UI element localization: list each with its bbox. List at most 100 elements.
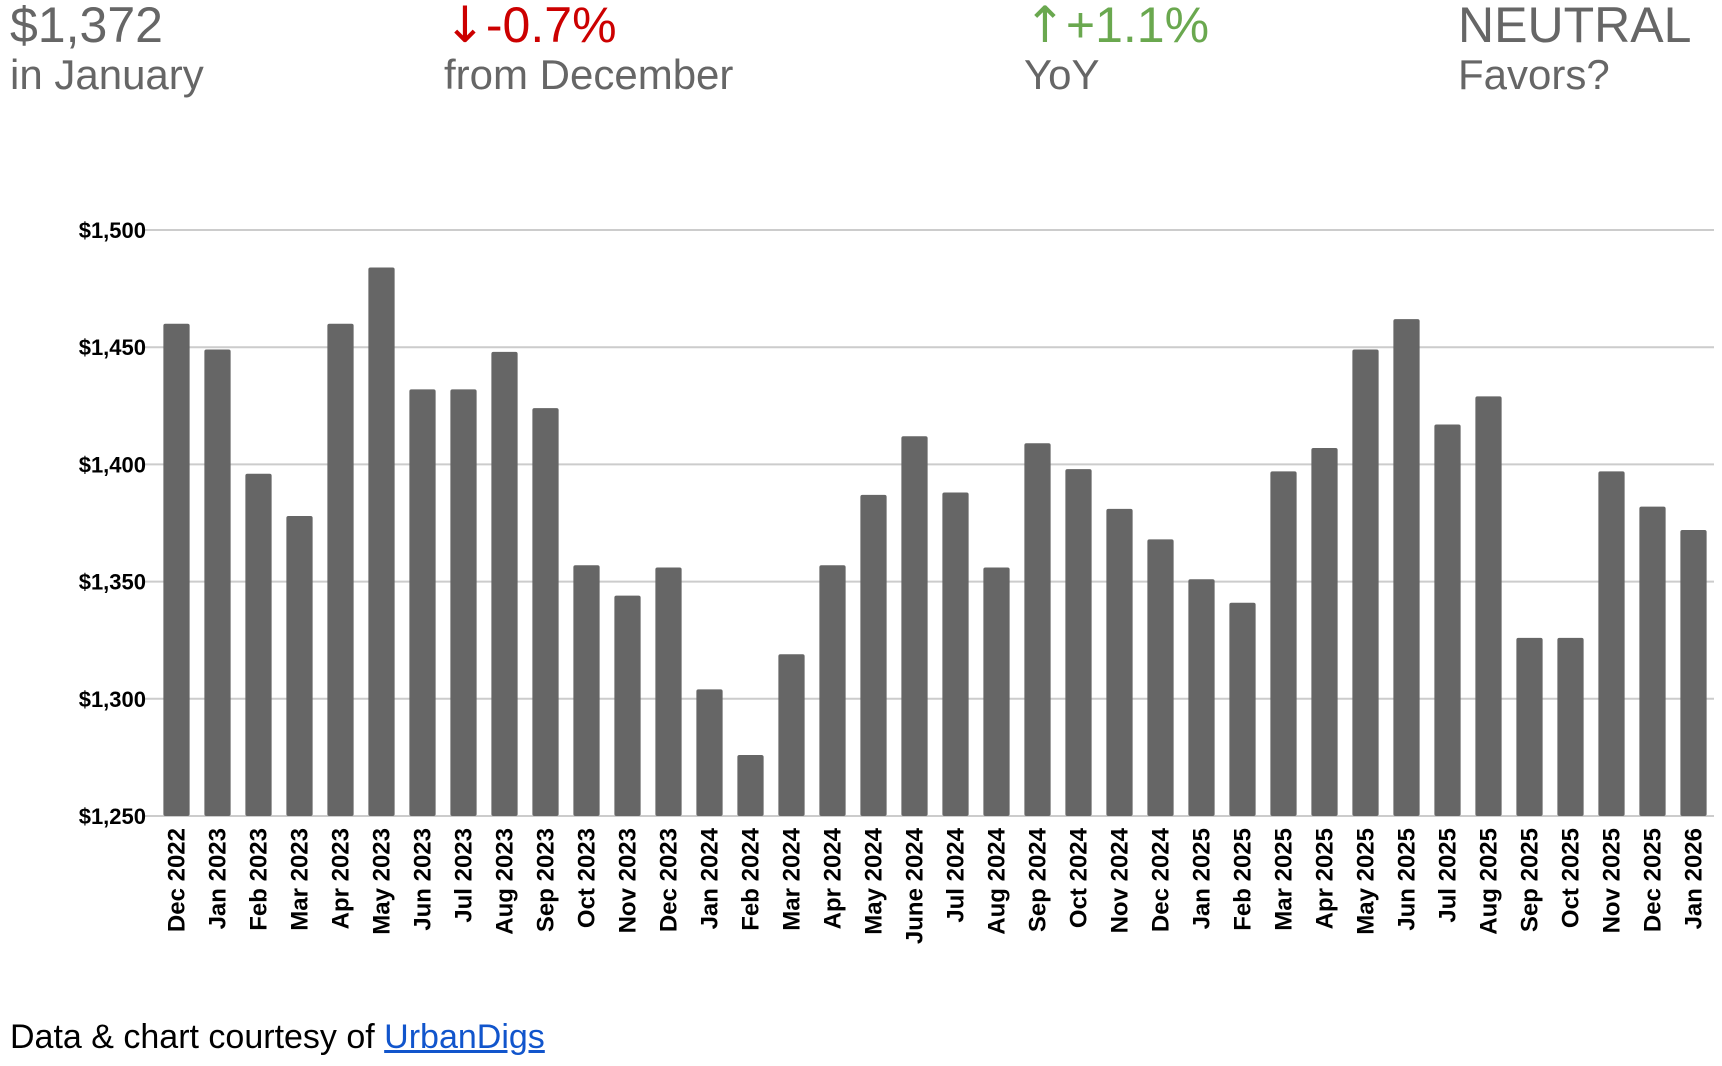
bar (655, 567, 682, 816)
bar (163, 323, 190, 816)
bar (1434, 424, 1461, 816)
y-tick-label: $1,350 (79, 570, 146, 595)
y-tick-label: $1,400 (79, 452, 146, 477)
stat-month-over-month: ↓-0.7% from December (444, 0, 733, 100)
bar (327, 323, 354, 816)
bar (573, 565, 600, 816)
mom-change-value: -0.7% (485, 0, 617, 53)
x-tick-label: Oct 2023 (574, 828, 601, 928)
bar (1147, 539, 1174, 816)
x-axis-tick-labels: Dec 2022 Jan 2023 Feb 2023 Mar 2023 Apr 2023… (164, 827, 1708, 944)
urbandigs-link[interactable]: UrbanDigs (384, 1018, 545, 1056)
verdict-value: NEUTRAL (1458, 0, 1692, 53)
mom-change: ↓-0.7% (444, 0, 733, 50)
bar (901, 436, 928, 816)
y-tick-label: $1,450 (79, 335, 146, 360)
x-tick-label: May 2023 (369, 828, 396, 935)
x-tick-label: May 2024 (861, 827, 888, 934)
x-tick-label: Oct 2024 (1066, 827, 1093, 928)
x-tick-label: Jan 2023 (205, 828, 232, 929)
yoy-change: ↑+1.1% (1024, 0, 1209, 50)
x-tick-label: Nov 2023 (615, 828, 642, 933)
bar (737, 755, 764, 816)
bar (1393, 319, 1420, 816)
bar (1680, 530, 1707, 816)
bar (1557, 637, 1584, 816)
x-tick-label: Jul 2024 (943, 827, 970, 922)
y-tick-label: $1,300 (79, 687, 146, 712)
credit-text: Data & chart courtesy of (10, 1018, 385, 1056)
bar (1065, 469, 1092, 816)
x-tick-label: Jan 2026 (1681, 828, 1708, 929)
bar (368, 267, 395, 816)
bar (204, 349, 231, 816)
x-tick-label: Dec 2025 (1640, 828, 1667, 932)
yoy-change-value: +1.1% (1065, 0, 1210, 53)
bar (819, 565, 846, 816)
x-tick-label: Feb 2023 (246, 828, 273, 931)
bar (1352, 349, 1379, 816)
stat-year-over-year: ↑+1.1% YoY (1024, 0, 1209, 100)
x-tick-label: Feb 2025 (1230, 828, 1257, 931)
bar-chart: $1,250 $1,300 $1,350 $1,400 $1,450 $1,500 Dec… (79, 218, 1714, 944)
x-tick-label: Jul 2025 (1435, 828, 1462, 923)
x-tick-label: Nov 2024 (1107, 827, 1134, 933)
y-tick-label: $1,500 (79, 218, 146, 243)
footer-credit: Data & chart courtesy of UrbanDigs (10, 1018, 545, 1057)
verdict-caption: Favors? (1458, 51, 1610, 98)
bar (1106, 508, 1133, 816)
x-tick-label: Sep 2023 (533, 828, 560, 932)
y-axis-tick-labels: $1,250 $1,300 $1,350 $1,400 $1,450 $1,500 (79, 218, 146, 829)
bar (409, 389, 436, 816)
x-tick-label: Oct 2025 (1558, 828, 1585, 928)
x-tick-label: Dec 2022 (164, 828, 191, 932)
x-tick-label: Jun 2025 (1394, 828, 1421, 931)
x-tick-label: Apr 2025 (1312, 828, 1339, 929)
bar (778, 654, 805, 816)
x-tick-label: Dec 2023 (656, 828, 683, 932)
bar (1639, 506, 1666, 816)
x-tick-label: Mar 2024 (779, 827, 806, 930)
bar (491, 351, 518, 816)
bar (1311, 447, 1338, 816)
x-tick-label: Aug 2023 (492, 828, 519, 935)
bar (983, 567, 1010, 816)
arrow-up-icon: ↑ (1024, 0, 1066, 54)
x-tick-label: Jan 2024 (697, 827, 724, 929)
x-tick-label: May 2025 (1353, 828, 1380, 935)
bar (614, 595, 641, 816)
x-tick-label: Mar 2023 (287, 828, 314, 931)
arrow-down-icon: ↓ (444, 0, 486, 54)
stat-market-verdict: NEUTRAL Favors? (1458, 0, 1691, 100)
y-tick-label: $1,250 (79, 804, 146, 829)
bars (163, 267, 1707, 816)
x-tick-label: Mar 2025 (1271, 828, 1298, 931)
median-price-value: $1,372 (10, 0, 163, 53)
median-price-caption: in January (10, 51, 204, 98)
bar (1516, 637, 1543, 816)
bar (1475, 396, 1502, 816)
x-tick-label: Sep 2025 (1517, 828, 1544, 932)
x-tick-label: June 2024 (902, 827, 929, 944)
x-tick-label: Aug 2025 (1476, 828, 1503, 935)
x-tick-label: Feb 2024 (738, 827, 765, 930)
mom-change-caption: from December (444, 51, 734, 98)
bar (696, 689, 723, 816)
bar (942, 492, 969, 816)
x-tick-label: Nov 2025 (1599, 828, 1626, 933)
bar (450, 389, 477, 816)
x-tick-label: Aug 2024 (984, 827, 1011, 934)
x-tick-label: Apr 2023 (328, 828, 355, 929)
bar (860, 494, 887, 816)
x-tick-label: Jun 2023 (410, 828, 437, 931)
stat-median-price: $1,372 in January (10, 0, 204, 100)
x-tick-label: Apr 2024 (820, 827, 847, 929)
bar (1270, 471, 1297, 816)
bar (532, 408, 559, 816)
x-tick-label: Dec 2024 (1148, 827, 1175, 932)
bar (1229, 602, 1256, 816)
x-tick-label: Sep 2024 (1025, 827, 1052, 932)
x-tick-label: Jan 2025 (1189, 828, 1216, 929)
yoy-change-caption: YoY (1024, 51, 1100, 98)
bar (245, 473, 272, 816)
